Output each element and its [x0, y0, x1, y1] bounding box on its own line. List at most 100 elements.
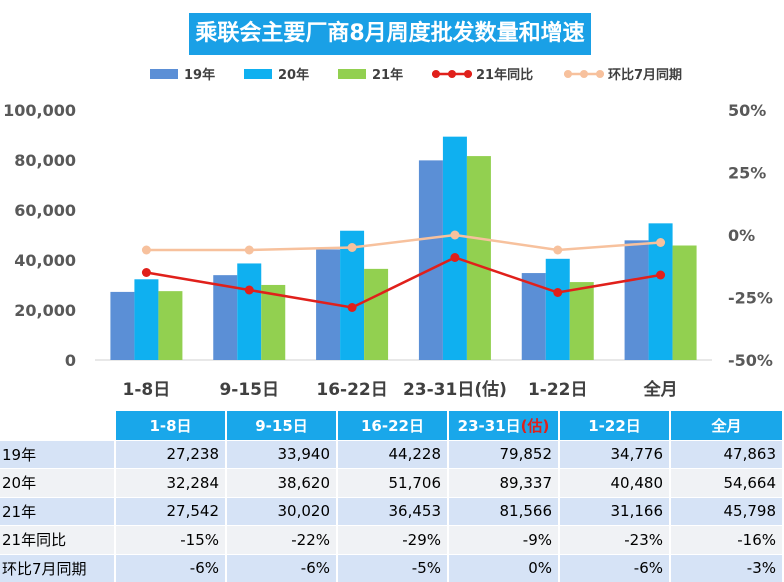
- y-right-tick-label: 25%: [728, 164, 766, 183]
- table-cell: -15%: [116, 525, 227, 554]
- table-header: 全月: [671, 411, 784, 440]
- bar-20年: [340, 230, 365, 360]
- table-cell: 44,228: [338, 439, 449, 468]
- point-环比7月同期: [141, 245, 151, 255]
- x-tick-label: 23-31日(估): [403, 379, 507, 400]
- estimate-marker: (估): [520, 416, 550, 435]
- line-21年同比: [146, 256, 661, 309]
- table-cell: 27,542: [116, 496, 227, 525]
- y-left-tick-label: 80,000: [14, 151, 76, 170]
- y-right-tick-label: 0%: [728, 226, 755, 245]
- table-header: 16-22日: [338, 411, 449, 440]
- bar-20年: [442, 136, 467, 360]
- legend-marker: [448, 70, 456, 78]
- y-right-tick-label: -50%: [728, 351, 773, 370]
- table-cell: -6%: [560, 553, 671, 582]
- table-cell: -6%: [227, 553, 338, 582]
- legend-swatch: [244, 69, 272, 79]
- legend-marker: [596, 70, 604, 78]
- line-环比7月同期: [146, 233, 661, 252]
- legend-label: 21年: [372, 67, 403, 83]
- table-cell: 32,284: [116, 468, 227, 497]
- table-cell: -29%: [338, 525, 449, 554]
- legend-marker: [580, 70, 588, 78]
- table-cell: 40,480: [560, 468, 671, 497]
- legend-marker: [432, 70, 440, 78]
- bar-20年: [237, 263, 262, 360]
- table-cell: 30,020: [227, 496, 338, 525]
- data-table: 1-8日 9-15日 16-22日 23-31日(估) 1-22日 全月 19年…: [0, 411, 784, 582]
- bar-19年: [624, 240, 649, 360]
- point-21年同比: [450, 253, 460, 262]
- table-cell: -9%: [449, 525, 560, 554]
- table-cell: -6%: [116, 553, 227, 582]
- legend-label: 19年: [184, 67, 215, 83]
- table-corner: [0, 411, 116, 440]
- bar-21年: [466, 156, 491, 360]
- table-header: 1-22日: [560, 411, 671, 440]
- chart-area: 0 20,000 40,000 60,000 80,000 100,000 -50% -25%…: [3, 67, 773, 400]
- table-cell: 33,940: [227, 439, 338, 468]
- legend-label: 环比7月同期: [608, 67, 682, 83]
- table-cell: 34,776: [560, 439, 671, 468]
- legend-label: 20年: [278, 67, 309, 83]
- y-right-tick-label: 50%: [728, 101, 766, 120]
- legend-label: 21年同比: [476, 67, 533, 83]
- y-left-tick-label: 20,000: [14, 301, 76, 320]
- table-cell: 79,852: [449, 439, 560, 468]
- row-label: 21年: [0, 496, 116, 525]
- table-cell: 31,166: [560, 496, 671, 525]
- legend-swatch: [150, 69, 178, 79]
- point-环比7月同期: [450, 230, 460, 240]
- table-row: 21年同比 -15% -22% -29% -9% -23% -16%: [0, 525, 784, 554]
- table-header: 23-31日(估): [449, 411, 560, 440]
- table-cell: 45,798: [671, 496, 784, 525]
- y-left-tick-label: 0: [65, 351, 76, 370]
- bar-21年: [158, 291, 183, 360]
- x-tick-label: 9-15日: [219, 380, 279, 400]
- bar-20年: [545, 258, 570, 360]
- bar-21年: [261, 284, 286, 360]
- table-cell: 27,238: [116, 439, 227, 468]
- y-left-tick-label: 60,000: [14, 201, 76, 220]
- table-cell: 38,620: [227, 468, 338, 497]
- table-cell: 54,664: [671, 468, 784, 497]
- table-cell: -5%: [338, 553, 449, 582]
- x-tick-label: 16-22日: [316, 380, 387, 400]
- table-cell: 51,706: [338, 468, 449, 497]
- table-header-row: 1-8日 9-15日 16-22日 23-31日(估) 1-22日 全月: [0, 411, 784, 440]
- table-header: 1-8日: [116, 411, 227, 440]
- legend-marker: [464, 70, 472, 78]
- y-right-tick-label: -25%: [728, 289, 773, 308]
- bar-21年: [569, 282, 594, 360]
- point-21年同比: [141, 268, 151, 277]
- table-cell: -23%: [560, 525, 671, 554]
- point-环比7月同期: [347, 243, 357, 252]
- point-环比7月同期: [656, 238, 666, 247]
- row-label: 19年: [0, 439, 116, 468]
- table-header: 9-15日: [227, 411, 338, 440]
- table-row: 19年 27,238 33,940 44,228 79,852 34,776 47,863: [0, 439, 784, 468]
- point-21年同比: [553, 288, 563, 297]
- table-cell: 81,566: [449, 496, 560, 525]
- bar-19年: [418, 160, 443, 360]
- table-row: 环比7月同期 -6% -6% -5% 0% -6% -3%: [0, 553, 784, 582]
- bar-21年: [364, 268, 389, 360]
- row-label: 环比7月同期: [0, 553, 116, 582]
- bar-20年: [134, 279, 159, 360]
- row-label: 21年同比: [0, 525, 116, 554]
- x-tick-label: 1-22日: [528, 380, 588, 400]
- table-cell: 36,453: [338, 496, 449, 525]
- x-tick-label: 全月: [643, 379, 678, 400]
- legend-swatch: [338, 69, 366, 79]
- bar-21年: [672, 245, 697, 360]
- y-left-tick-label: 40,000: [14, 251, 76, 270]
- x-tick-label: 1-8日: [123, 380, 171, 400]
- row-label: 20年: [0, 468, 116, 497]
- y-left-tick-label: 100,000: [3, 101, 76, 120]
- point-环比7月同期: [244, 245, 254, 255]
- point-21年同比: [347, 303, 357, 312]
- bar-19年: [213, 275, 238, 360]
- point-环比7月同期: [553, 245, 563, 255]
- legend-marker: [564, 70, 572, 78]
